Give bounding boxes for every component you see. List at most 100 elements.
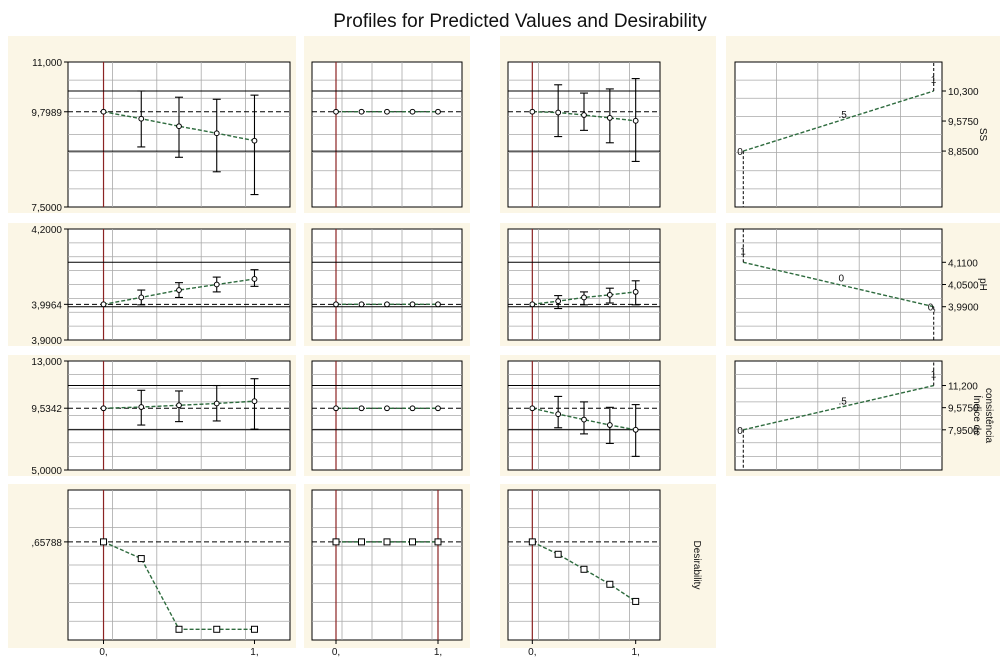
desirability-y-tick-label: 9,5750	[948, 404, 979, 415]
desirability-function-line	[743, 261, 934, 308]
response-label: pH	[977, 278, 988, 291]
desirability-y-tick-label: 4,0500	[948, 281, 979, 292]
y-tick-label: ,65788	[31, 538, 62, 549]
desirability-level-label: 0	[737, 426, 743, 437]
data-point	[138, 404, 145, 410]
desirability-point	[434, 538, 442, 546]
response-label: SS	[977, 128, 988, 142]
x-tick-label: 1,	[250, 647, 258, 657]
desirability-y-tick-label: 8,8500	[948, 147, 979, 158]
desirability-point	[100, 538, 108, 546]
desirability-level-label: 1	[740, 246, 746, 257]
desirability-level-label: 0	[737, 147, 743, 158]
desirability-row-label: Desirability	[691, 541, 702, 590]
data-point	[409, 301, 416, 308]
data-point	[213, 130, 220, 137]
response-label: consistência	[983, 388, 994, 443]
y-tick-label: 7,5000	[31, 203, 62, 214]
desirability-point	[580, 565, 588, 573]
data-point	[176, 123, 182, 130]
x-tick-label: 0,	[332, 647, 340, 657]
desirability-y-tick-label: 9,5750	[948, 117, 979, 128]
data-point	[435, 405, 441, 412]
desirability-point	[137, 555, 145, 563]
data-point	[581, 294, 587, 301]
data-point	[632, 117, 639, 124]
data-point	[384, 108, 390, 115]
desirability-level-label: 1	[931, 75, 937, 86]
desirability-level-label: 0	[839, 274, 845, 285]
desirability-y-tick-label: 3,9900	[948, 303, 979, 314]
desirability-level-label: 1	[931, 370, 937, 381]
response-label: Índice de	[971, 395, 984, 436]
data-point	[632, 426, 639, 433]
desirability-point	[250, 625, 258, 633]
data-point	[138, 294, 145, 301]
data-point	[435, 108, 441, 115]
y-tick-label: 13,000	[31, 357, 62, 368]
data-point	[555, 298, 562, 305]
x-tick-label: 0,	[528, 647, 536, 657]
data-point	[138, 115, 145, 122]
desirability-y-tick-label: 11,200	[948, 382, 978, 393]
desirability-function-line	[743, 384, 934, 431]
data-point	[358, 301, 365, 308]
desirability-point	[409, 538, 416, 546]
data-point	[409, 405, 416, 412]
y-tick-label: 9,7989	[31, 108, 62, 119]
x-tick-label: 1,	[434, 647, 442, 657]
data-point	[529, 108, 536, 115]
data-point	[384, 405, 390, 412]
data-point	[384, 301, 390, 308]
data-point	[100, 301, 107, 308]
y-tick-label: 3,9000	[31, 336, 62, 347]
desirability-point	[358, 538, 365, 546]
desirability-function-line	[743, 90, 934, 152]
data-point	[606, 422, 613, 428]
data-point	[251, 398, 258, 405]
data-point	[333, 301, 339, 308]
data-point	[529, 301, 536, 308]
data-point	[581, 112, 587, 118]
desirability-level-label: 0,	[928, 303, 936, 314]
desirability-point	[528, 538, 536, 546]
desirability-level-label: .5	[839, 397, 848, 408]
data-point	[555, 411, 562, 418]
y-tick-label: 9,5342	[31, 404, 62, 415]
data-point	[555, 109, 562, 116]
x-tick-label: 0,	[99, 647, 107, 657]
x-tick-label: 1,	[632, 647, 640, 657]
desirability-point	[606, 580, 614, 588]
profile-line	[103, 111, 255, 142]
data-point	[632, 289, 639, 295]
desirability-point	[332, 538, 340, 546]
desirability-profile-line	[532, 541, 637, 603]
y-tick-label: 5,0000	[31, 466, 62, 477]
desirability-y-tick-label: 4,1100	[948, 258, 978, 269]
data-point	[581, 416, 587, 423]
figure-title: Profiles for Predicted Values and Desira…	[333, 11, 707, 32]
y-tick-label: 3,9964	[31, 300, 62, 311]
desirability-point	[383, 538, 391, 546]
data-point	[606, 291, 613, 298]
data-point	[213, 281, 220, 288]
desirability-point	[213, 625, 221, 633]
desirability-y-tick-label: 10,300	[948, 87, 979, 98]
profile-line	[532, 291, 636, 306]
data-point	[100, 108, 107, 115]
profile-line	[103, 278, 255, 306]
data-point	[529, 405, 536, 412]
y-tick-label: 11,000	[32, 58, 62, 69]
data-point	[100, 405, 107, 412]
data-point	[176, 287, 182, 293]
data-point	[333, 108, 339, 115]
data-point	[435, 301, 441, 308]
data-point	[333, 405, 339, 412]
desirability-level-label: .5	[839, 110, 848, 121]
desirability-point	[554, 550, 562, 558]
data-point	[606, 115, 613, 121]
data-point	[176, 402, 182, 409]
y-tick-label: 4,2000	[31, 225, 62, 236]
